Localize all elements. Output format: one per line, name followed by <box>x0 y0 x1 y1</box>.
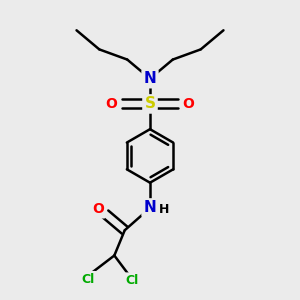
Text: S: S <box>145 96 155 111</box>
Text: H: H <box>159 203 169 216</box>
Text: Cl: Cl <box>82 273 95 286</box>
Text: N: N <box>144 71 156 86</box>
Text: N: N <box>144 200 156 215</box>
Text: O: O <box>92 202 104 216</box>
Text: O: O <box>105 97 117 111</box>
Text: O: O <box>183 97 195 111</box>
Text: Cl: Cl <box>125 274 139 287</box>
